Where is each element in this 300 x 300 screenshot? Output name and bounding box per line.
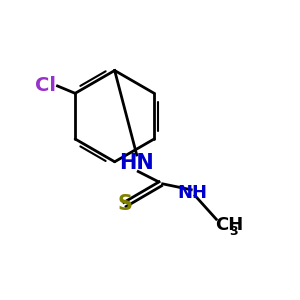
Text: HN: HN (119, 153, 154, 173)
Text: CH: CH (215, 216, 243, 234)
Text: Cl: Cl (35, 76, 56, 95)
Text: S: S (118, 194, 133, 214)
Text: NH: NH (178, 184, 208, 202)
Text: 3: 3 (230, 225, 238, 239)
